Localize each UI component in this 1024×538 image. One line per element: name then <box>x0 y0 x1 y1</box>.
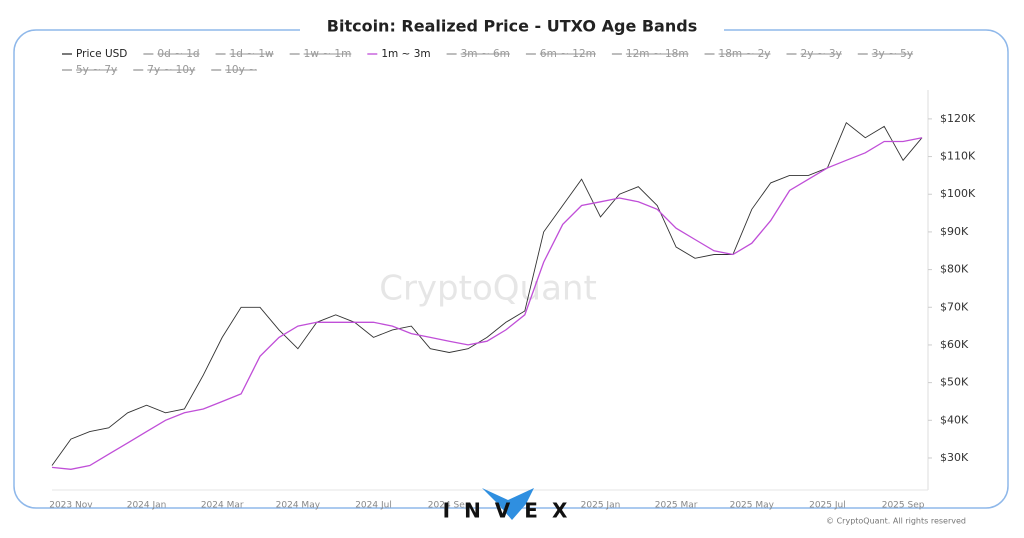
series-line <box>51 137 923 470</box>
x-tick-label: 2024 Jan <box>127 501 167 511</box>
copyright: © CryptoQuant. All rights reserved <box>826 517 966 526</box>
legend-label: 10y ~ <box>225 64 257 76</box>
y-tick-label: $100K <box>940 187 976 200</box>
y-tick-label: $120K <box>940 112 976 125</box>
y-tick-label: $50K <box>940 376 969 389</box>
x-tick-label: 2024 Jul <box>355 501 392 511</box>
title-bg <box>300 14 724 40</box>
y-tick-label: $90K <box>940 225 969 238</box>
x-tick-label: 2024 May <box>276 501 321 511</box>
legend-label: 1d ~ 1w <box>230 48 274 60</box>
x-tick-label: 2025 Sep <box>882 501 925 511</box>
legend-label: 6m ~ 12m <box>540 48 596 60</box>
legend-label: 0d ~ 1d <box>157 48 199 60</box>
legend-label: 7y ~ 10y <box>147 64 195 76</box>
legend-label: 2y ~ 3y <box>801 48 842 60</box>
x-tick-label: 2025 May <box>730 501 775 511</box>
legend-label: 5y ~ 7y <box>76 64 117 76</box>
y-tick-label: $110K <box>940 150 976 163</box>
y-tick-label: $80K <box>940 263 969 276</box>
legend-label: Price USD <box>76 48 127 60</box>
legend-label: 3y ~ 5y <box>872 48 913 60</box>
y-tick-label: $60K <box>940 338 969 351</box>
legend-label: 12m ~ 18m <box>626 48 689 60</box>
legend-label: 18m ~ 2y <box>719 48 771 60</box>
x-tick-label: 2025 Jan <box>581 501 621 511</box>
legend-label: 3m ~ 6m <box>461 48 510 60</box>
watermark: CryptoQuant <box>379 269 597 309</box>
legend-label: 1w ~ 1m <box>304 48 352 60</box>
x-tick-label: 2025 Jul <box>809 501 846 511</box>
x-tick-label: 2023 Nov <box>49 501 93 511</box>
logo-text: INVEX <box>443 499 582 523</box>
x-tick-label: 2024 Mar <box>201 501 244 511</box>
logo-mark <box>482 488 534 520</box>
chart-title: Bitcoin: Realized Price - UTXO Age Bands <box>327 17 697 36</box>
x-tick-label: 2025 Mar <box>655 501 698 511</box>
y-tick-label: $70K <box>940 300 969 313</box>
legend-label: 1m ~ 3m <box>381 48 430 60</box>
y-tick-label: $30K <box>940 451 969 464</box>
y-tick-label: $40K <box>940 413 969 426</box>
x-tick-label: 2024 Sep <box>428 501 471 511</box>
series-line <box>51 121 923 466</box>
logo: INVEX <box>443 488 582 523</box>
